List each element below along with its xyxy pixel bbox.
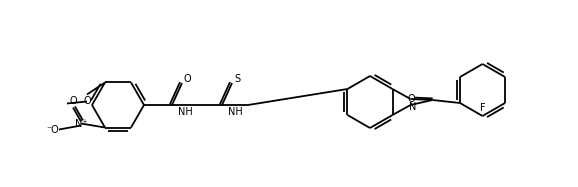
Text: NH: NH [228, 107, 242, 117]
Text: N⁺: N⁺ [75, 119, 87, 128]
Text: N: N [409, 102, 416, 112]
Text: S: S [234, 74, 240, 84]
Text: F: F [480, 103, 486, 113]
Text: O: O [83, 96, 91, 106]
Text: O: O [183, 74, 191, 84]
Text: NH: NH [177, 107, 192, 117]
Text: O: O [407, 94, 416, 104]
Text: ⁻O: ⁻O [47, 125, 60, 134]
Text: O: O [69, 96, 77, 105]
